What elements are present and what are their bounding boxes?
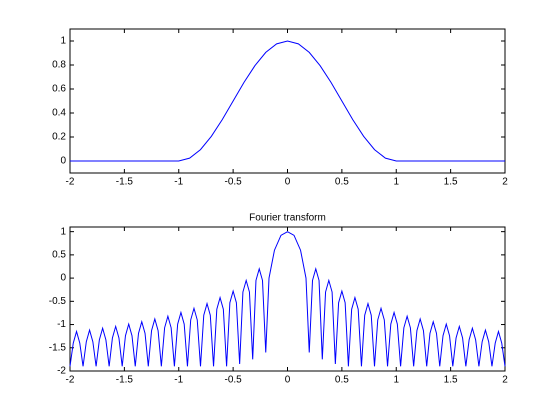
y-tick-label: 0.5 bbox=[52, 250, 66, 261]
y-tick-label: 0.2 bbox=[52, 132, 66, 143]
x-tick-label: -1 bbox=[174, 375, 183, 386]
x-tick-label: -1 bbox=[174, 177, 183, 188]
x-tick-label: -0.5 bbox=[225, 177, 243, 188]
data-line bbox=[70, 40, 505, 162]
y-tick-label: 0.8 bbox=[52, 60, 66, 71]
y-tick-label: -1 bbox=[57, 319, 66, 330]
x-tick-label: -2 bbox=[66, 375, 75, 386]
x-tick-label: 0.5 bbox=[335, 177, 349, 188]
y-tick-label: 1 bbox=[60, 36, 66, 47]
y-tick-label: -2 bbox=[57, 366, 66, 377]
y-tick-label: 1 bbox=[60, 226, 66, 237]
y-tick-label: 0 bbox=[60, 273, 66, 284]
y-tick-label: 0 bbox=[60, 156, 66, 167]
x-tick-label: 2 bbox=[502, 177, 508, 188]
x-tick-label: -1.5 bbox=[116, 177, 134, 188]
axes-box bbox=[69, 226, 506, 372]
chart-title: Fourier transform bbox=[249, 213, 326, 224]
x-tick-label: -0.5 bbox=[225, 375, 243, 386]
y-tick-label: 0.6 bbox=[52, 84, 66, 95]
y-tick-label: -0.5 bbox=[49, 296, 67, 307]
x-tick-label: 1.5 bbox=[444, 375, 458, 386]
x-tick-label: 1.5 bbox=[444, 177, 458, 188]
x-tick-label: 1 bbox=[393, 375, 399, 386]
y-tick-label: -1.5 bbox=[49, 342, 67, 353]
x-tick-label: 1 bbox=[393, 177, 399, 188]
x-tick-label: 2 bbox=[502, 375, 508, 386]
x-tick-label: 0.5 bbox=[335, 375, 349, 386]
axes-box bbox=[69, 28, 506, 174]
x-tick-label: 0 bbox=[285, 375, 291, 386]
x-tick-label: -1.5 bbox=[116, 375, 134, 386]
y-tick-label: 0.4 bbox=[52, 108, 66, 119]
x-tick-label: -2 bbox=[66, 177, 75, 188]
data-line bbox=[69, 231, 506, 367]
x-tick-label: 0 bbox=[285, 177, 291, 188]
